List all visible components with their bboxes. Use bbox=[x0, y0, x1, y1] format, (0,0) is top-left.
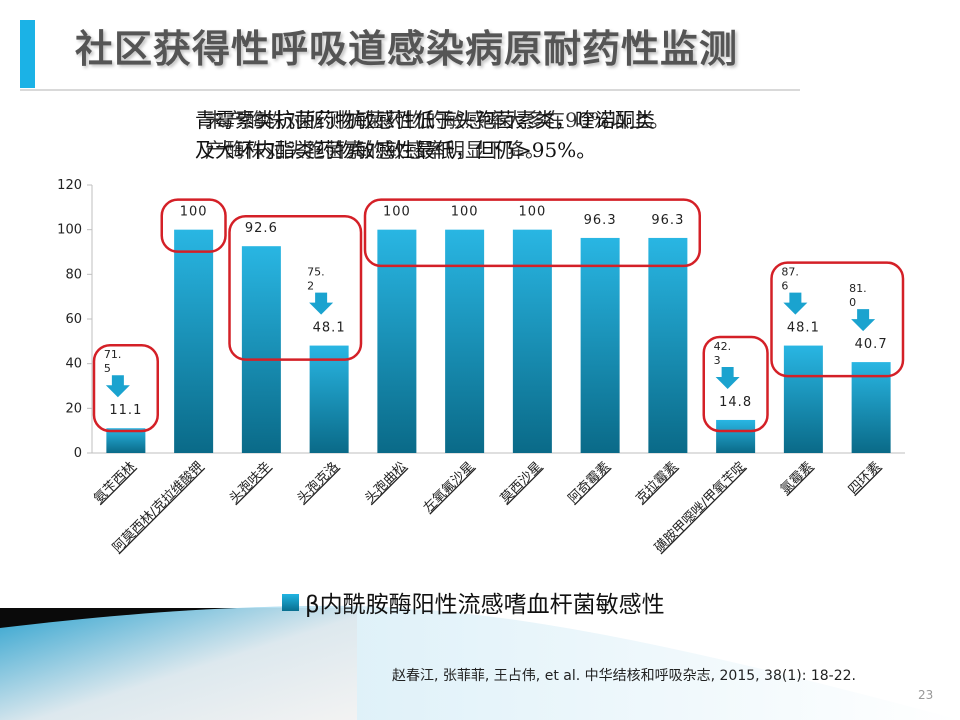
bar bbox=[445, 229, 485, 453]
bar bbox=[580, 237, 620, 453]
bar-data-label: 96.3 bbox=[651, 213, 684, 228]
highlight-box bbox=[363, 198, 701, 268]
y-tick-label: 40 bbox=[65, 357, 82, 372]
comparison-value-label: 6 bbox=[781, 280, 788, 293]
bar-data-label: 48.1 bbox=[787, 321, 820, 336]
summary-note-line-2: 及大环内酯类药物敏感性最低，但仍>95%。 bbox=[195, 138, 597, 162]
comparison-value-label: 71. bbox=[104, 348, 122, 361]
comparison-value-label: 2 bbox=[307, 280, 314, 293]
down-arrow-icon bbox=[105, 375, 130, 398]
summary-note-overlay-line-1: 未产酶株对所测抗菌药物的敏感率大多在90%以上。 bbox=[205, 108, 670, 132]
bar bbox=[377, 229, 417, 453]
bar-data-label: 100 bbox=[180, 205, 208, 220]
x-tick-label: 氯霉素 bbox=[778, 459, 816, 497]
bar-data-label: 14.8 bbox=[719, 395, 752, 410]
bar-data-label: 100 bbox=[518, 205, 546, 220]
summary-note-overlay-line-2: 产酶株对头孢菌素的敏感率明显下降。 bbox=[205, 138, 545, 162]
bar bbox=[783, 345, 823, 453]
x-tick-label: 头孢呋辛 bbox=[227, 459, 274, 506]
title-accent-bar bbox=[20, 20, 35, 88]
y-tick-label: 80 bbox=[65, 267, 82, 282]
down-arrow-icon bbox=[309, 292, 334, 315]
bar bbox=[648, 237, 688, 453]
bar bbox=[309, 345, 349, 453]
x-tick-label: 四环素 bbox=[846, 459, 884, 497]
highlight-box bbox=[770, 261, 905, 378]
legend-label: β内酰胺酶阳性流感嗜血杆菌敏感性 bbox=[305, 592, 665, 618]
bar-data-label: 100 bbox=[451, 205, 479, 220]
summary-note-overlay: 未产酶株对所测抗菌药物的敏感率大多在90%以上。 产酶株对头孢菌素的敏感率明显下… bbox=[205, 105, 669, 165]
down-arrow-icon bbox=[783, 292, 808, 315]
highlight-box bbox=[160, 198, 227, 253]
comparison-value-label: 0 bbox=[849, 296, 856, 309]
chart-legend: β内酰胺酶阳性流感嗜血杆菌敏感性 bbox=[282, 585, 665, 619]
highlight-box bbox=[92, 343, 159, 433]
bar-data-label: 100 bbox=[383, 205, 411, 220]
down-arrow-icon bbox=[851, 309, 876, 332]
x-tick-label: 左氧氟沙星 bbox=[421, 459, 478, 516]
legend-swatch bbox=[282, 593, 299, 611]
y-tick-label: 60 bbox=[65, 312, 82, 327]
bar-data-label: 96.3 bbox=[584, 213, 617, 228]
y-tick-label: 0 bbox=[74, 446, 82, 461]
bar-data-label: 40.7 bbox=[855, 337, 888, 352]
y-tick-label: 120 bbox=[57, 178, 82, 193]
y-tick-label: 100 bbox=[57, 223, 82, 238]
x-tick-label: 头孢曲松 bbox=[362, 459, 409, 506]
x-tick-label: 克拉霉素 bbox=[633, 459, 680, 506]
title-divider bbox=[20, 89, 800, 91]
highlight-box bbox=[702, 335, 769, 433]
down-arrow-icon bbox=[715, 366, 740, 389]
bar bbox=[106, 428, 146, 453]
bar-data-label: 11.1 bbox=[109, 403, 142, 418]
page-number: 23 bbox=[918, 688, 934, 702]
y-tick-label: 20 bbox=[65, 401, 82, 416]
slide-title: 社区获得性呼吸道感染病原耐药性监测 bbox=[75, 27, 739, 71]
bar bbox=[174, 229, 214, 453]
bar bbox=[716, 419, 756, 453]
x-tick-label: 头孢克洛 bbox=[295, 459, 342, 506]
bar bbox=[241, 246, 281, 453]
comparison-value-label: 3 bbox=[714, 354, 721, 367]
comparison-value-label: 5 bbox=[104, 362, 111, 375]
bar-data-label: 92.6 bbox=[245, 221, 278, 236]
citation: 赵春江, 张菲菲, 王占伟, et al. 中华结核和呼吸杂志, 2015, 3… bbox=[392, 668, 856, 684]
summary-note-line-1: 青霉素类抗菌药物敏感性低于头孢菌素类，喹诺酮类 bbox=[195, 108, 655, 132]
bar-data-label: 48.1 bbox=[313, 321, 346, 336]
x-tick-label: 氨苄西林 bbox=[91, 459, 138, 506]
comparison-value-label: 42. bbox=[714, 340, 732, 353]
summary-note: 青霉素类抗菌药物敏感性低于头孢菌素类，喹诺酮类 及大环内酯类药物敏感性最低，但仍… bbox=[195, 105, 655, 165]
x-tick-label: 阿奇霉素 bbox=[565, 459, 613, 507]
bar bbox=[512, 229, 552, 453]
comparison-value-label: 87. bbox=[781, 266, 799, 279]
comparison-value-label: 75. bbox=[307, 266, 325, 279]
decorative-dark-block bbox=[0, 608, 357, 720]
comparison-value-label: 81. bbox=[849, 282, 867, 295]
x-tick-label: 莫西沙星 bbox=[498, 459, 545, 506]
highlight-box bbox=[228, 214, 363, 361]
